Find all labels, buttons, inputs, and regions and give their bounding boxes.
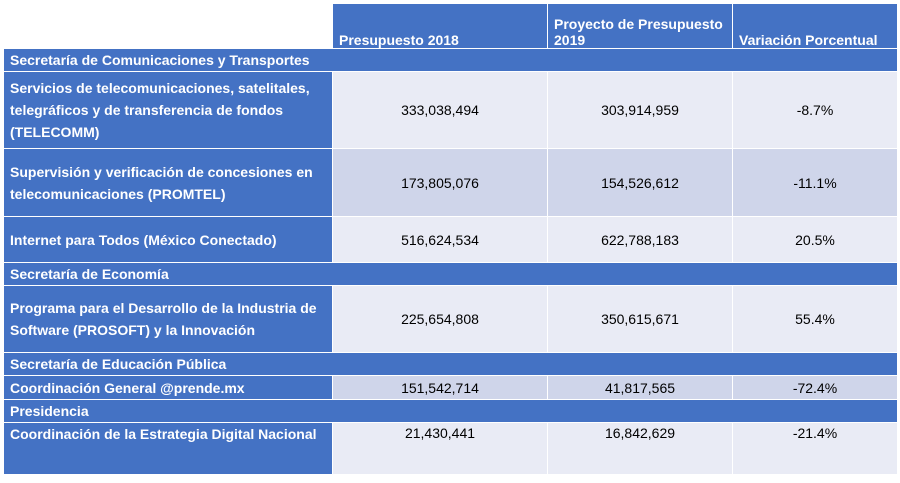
percent-change-value: -21.4% bbox=[732, 422, 898, 475]
section-label: Secretaría de Economía bbox=[3, 262, 898, 286]
table-row: Coordinación General @prende.mx 151,542,… bbox=[3, 375, 898, 400]
program-name: Coordinación de la Estrategia Digital Na… bbox=[3, 422, 333, 475]
percent-change-value: -11.1% bbox=[732, 148, 898, 217]
header-percent-change: Variación Porcentual bbox=[732, 3, 898, 49]
program-name: Internet para Todos (México Conectado) bbox=[3, 216, 333, 263]
section-label: Secretaría de Educación Pública bbox=[3, 352, 898, 376]
budget-2019-value: 16,842,629 bbox=[547, 422, 733, 475]
budget-2019-value: 303,914,959 bbox=[547, 71, 733, 149]
budget-2018-value: 225,654,808 bbox=[332, 285, 548, 353]
program-name: Coordinación General @prende.mx bbox=[3, 375, 333, 400]
section-row-sct: Secretaría de Comunicaciones y Transport… bbox=[3, 48, 898, 72]
header-budget-2018: Presupuesto 2018 bbox=[332, 3, 548, 49]
percent-change-value: 20.5% bbox=[732, 216, 898, 263]
budget-2019-value: 622,788,183 bbox=[547, 216, 733, 263]
header-budget-2019: Proyecto de Presupuesto 2019 bbox=[547, 3, 733, 49]
budget-2018-value: 173,805,076 bbox=[332, 148, 548, 217]
table-row: Servicios de telecomunicaciones, satelit… bbox=[3, 71, 898, 149]
section-row-presidencia: Presidencia bbox=[3, 399, 898, 423]
budget-2018-value: 151,542,714 bbox=[332, 375, 548, 400]
table-row: Internet para Todos (México Conectado) 5… bbox=[3, 216, 898, 263]
budget-table: Presupuesto 2018 Proyecto de Presupuesto… bbox=[3, 3, 898, 475]
program-name: Servicios de telecomunicaciones, satelit… bbox=[3, 71, 333, 149]
budget-2018-value: 21,430,441 bbox=[332, 422, 548, 475]
table-row: Supervisión y verificación de concesione… bbox=[3, 148, 898, 217]
budget-2019-value: 154,526,612 bbox=[547, 148, 733, 217]
percent-change-value: -8.7% bbox=[732, 71, 898, 149]
header-blank-cell bbox=[3, 3, 333, 49]
program-name: Supervisión y verificación de concesione… bbox=[3, 148, 333, 217]
budget-2018-value: 516,624,534 bbox=[332, 216, 548, 263]
budget-2019-value: 41,817,565 bbox=[547, 375, 733, 400]
percent-change-value: 55.4% bbox=[732, 285, 898, 353]
budget-2018-value: 333,038,494 bbox=[332, 71, 548, 149]
program-name: Programa para el Desarrollo de la Indust… bbox=[3, 285, 333, 353]
budget-2019-value: 350,615,671 bbox=[547, 285, 733, 353]
section-label: Presidencia bbox=[3, 399, 898, 423]
section-row-economia: Secretaría de Economía bbox=[3, 262, 898, 286]
table-row: Coordinación de la Estrategia Digital Na… bbox=[3, 422, 898, 475]
header-row: Presupuesto 2018 Proyecto de Presupuesto… bbox=[3, 3, 898, 49]
percent-change-value: -72.4% bbox=[732, 375, 898, 400]
section-row-sep: Secretaría de Educación Pública bbox=[3, 352, 898, 376]
table-row: Programa para el Desarrollo de la Indust… bbox=[3, 285, 898, 353]
section-label: Secretaría de Comunicaciones y Transport… bbox=[3, 48, 898, 72]
